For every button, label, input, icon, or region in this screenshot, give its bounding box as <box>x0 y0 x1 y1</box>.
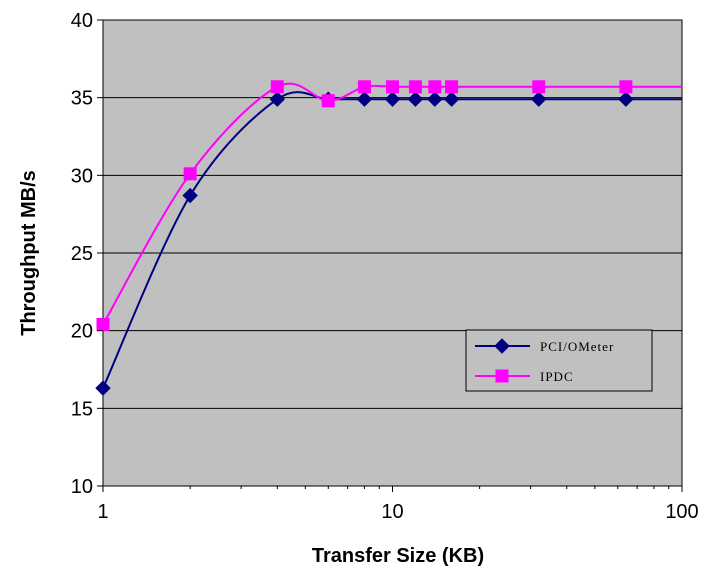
data-point-ipdc <box>321 94 335 108</box>
legend-marker-pci-ometer <box>494 338 510 354</box>
legend: PCI/OMeter IPDC <box>465 329 653 392</box>
data-point-ipdc <box>96 317 110 331</box>
data-point-ipdc <box>357 80 371 94</box>
data-point-pci-ometer <box>384 91 401 107</box>
data-point-pci-ometer <box>356 91 373 107</box>
data-point-pci-ometer <box>269 91 286 107</box>
y-tick-label: 15 <box>71 398 93 420</box>
data-point-pci-ometer <box>182 187 198 204</box>
data-point-ipdc <box>532 80 546 94</box>
data-point-pci-ometer <box>427 91 443 107</box>
data-point-pci-ometer <box>618 91 634 107</box>
series-layer <box>95 80 682 396</box>
legend-label-pci-ometer: PCI/OMeter <box>540 339 614 354</box>
y-axis-title: Throughput MB/s <box>18 170 40 336</box>
y-tick-label: 40 <box>71 10 93 32</box>
data-point-ipdc <box>386 80 399 94</box>
data-point-pci-ometer <box>531 91 547 107</box>
data-point-pci-ometer <box>443 91 460 107</box>
y-tick-label: 35 <box>71 88 93 110</box>
data-point-ipdc <box>408 80 422 94</box>
x-tick-label: 10 <box>381 501 403 523</box>
data-point-ipdc <box>428 80 442 94</box>
data-point-ipdc <box>445 80 459 94</box>
data-point-ipdc <box>270 80 284 94</box>
series-ipdc <box>96 80 682 331</box>
legend-marker-ipdc <box>495 369 509 383</box>
x-tick-label: 1 <box>97 501 108 523</box>
x-axis-title: Transfer Size (KB) <box>312 545 484 567</box>
y-tick-label: 30 <box>71 165 93 187</box>
data-point-pci-ometer <box>407 91 424 107</box>
data-point-ipdc <box>183 167 197 181</box>
x-tick-label: 100 <box>665 501 698 523</box>
legend-label-ipdc: IPDC <box>540 369 574 384</box>
y-tick-label: 20 <box>71 321 93 343</box>
data-point-pci-ometer <box>95 380 111 396</box>
series-pci-ometer <box>95 91 682 396</box>
data-point-ipdc <box>619 80 633 94</box>
y-tick-label: 10 <box>71 476 93 498</box>
y-tick-label: 25 <box>71 243 93 265</box>
